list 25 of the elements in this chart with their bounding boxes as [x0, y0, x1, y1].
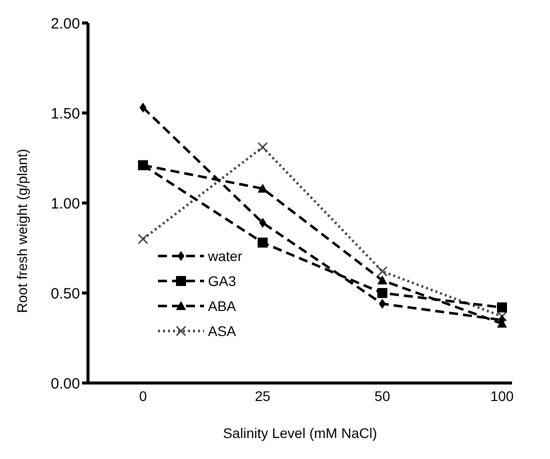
x-axis-title: Salinity Level (mM NaCl) [222, 425, 378, 441]
point [377, 288, 388, 298]
x-tick-label: 50 [374, 388, 390, 404]
y-tick-label: 1.00 [50, 195, 80, 212]
point [258, 142, 268, 152]
x-tick-label: 0 [139, 388, 148, 404]
x-tick-label: 25 [254, 388, 271, 404]
point [258, 238, 268, 248]
legend-label: GA3 [208, 272, 236, 288]
y-tick-label: 1.50 [50, 105, 80, 122]
point [138, 234, 148, 244]
point [497, 302, 507, 312]
legend-label: water [208, 248, 242, 264]
x-tick-label: 100 [490, 388, 514, 404]
y-axis-title: Root fresh weight (g/plant) [14, 148, 30, 313]
point [258, 184, 268, 193]
y-tick-label: 0.00 [50, 375, 80, 392]
y-tick-label: 0.50 [50, 285, 80, 302]
point [377, 266, 388, 276]
point [259, 218, 266, 228]
legend-label: ASA [208, 322, 236, 338]
y-tick-label: 2.00 [50, 15, 80, 32]
legend-label: ABA [208, 298, 236, 314]
point [377, 275, 388, 284]
point [378, 298, 386, 309]
